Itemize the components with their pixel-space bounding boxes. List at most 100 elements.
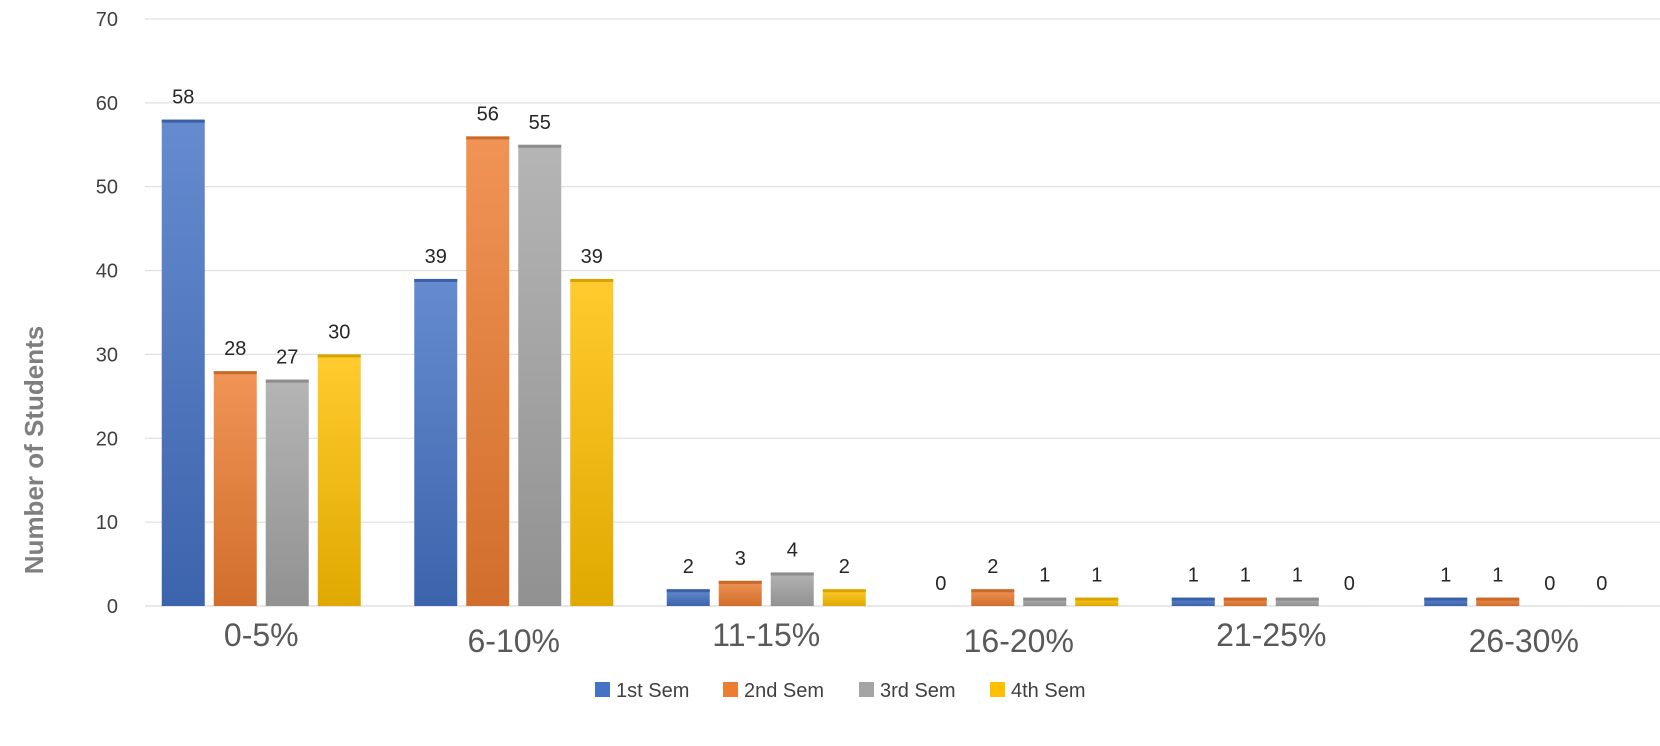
y-tick-label: 10 xyxy=(96,512,118,534)
x-category-label: 11-15% xyxy=(712,617,820,653)
bar-top-edge xyxy=(265,379,309,383)
data-label: 2 xyxy=(987,556,998,578)
bar xyxy=(1424,597,1468,606)
legend-item: 4th Sem xyxy=(990,680,1085,702)
bar-top-edge xyxy=(317,354,361,358)
bar xyxy=(971,589,1015,606)
legend-item: 2nd Sem xyxy=(723,680,824,702)
data-label: 39 xyxy=(581,246,603,268)
data-label: 1 xyxy=(1091,565,1102,587)
bar xyxy=(1223,597,1267,606)
bar xyxy=(1275,597,1319,606)
x-axis-categories: 0-5% 6-10% 11-15% 16-20% 21-25% 26-30% xyxy=(224,617,1579,659)
bar-top-edge xyxy=(1275,597,1319,601)
bar-top-edge xyxy=(971,589,1015,593)
bar xyxy=(770,572,814,606)
data-label: 28 xyxy=(224,338,246,360)
bar-top-edge xyxy=(666,589,710,593)
data-label: 27 xyxy=(276,347,298,369)
x-category-label: 0-5% xyxy=(224,617,299,653)
bar-top-edge xyxy=(822,589,866,593)
y-axis-ticks: 0 10 20 30 40 50 60 70 xyxy=(96,9,118,618)
legend-item: 3rd Sem xyxy=(859,680,956,702)
legend-label: 1st Sem xyxy=(616,680,689,702)
bar-top-edge xyxy=(718,580,762,584)
legend-swatch xyxy=(723,682,738,697)
legend-item: 1st Sem xyxy=(595,680,689,702)
data-label: 4 xyxy=(787,539,798,561)
bar xyxy=(919,605,963,607)
bar xyxy=(1075,597,1119,606)
data-label: 1 xyxy=(1039,565,1050,587)
bar xyxy=(466,136,510,606)
bar xyxy=(1476,597,1520,606)
bar xyxy=(317,354,361,606)
y-tick-label: 20 xyxy=(96,428,118,450)
data-label: 30 xyxy=(328,321,350,343)
bar xyxy=(666,589,710,606)
bar xyxy=(1023,597,1067,606)
y-tick-label: 60 xyxy=(96,93,118,115)
legend-swatch xyxy=(859,682,874,697)
x-category-label: 26-30% xyxy=(1469,623,1579,659)
bar-top-edge xyxy=(161,119,205,123)
data-label: 39 xyxy=(425,246,447,268)
bar-top-edge xyxy=(518,144,562,148)
bar xyxy=(518,144,562,607)
x-category-label: 21-25% xyxy=(1216,617,1326,653)
data-label: 0 xyxy=(1544,573,1555,595)
data-label: 1 xyxy=(1292,565,1303,587)
data-label: 0 xyxy=(1596,573,1607,595)
bar xyxy=(1327,605,1371,607)
bar xyxy=(1580,605,1624,607)
data-label: 2 xyxy=(683,556,694,578)
bar xyxy=(161,119,205,606)
data-label: 0 xyxy=(1344,573,1355,595)
legend-label: 2nd Sem xyxy=(744,680,824,702)
legend-label: 3rd Sem xyxy=(880,680,956,702)
x-category-label: 16-20% xyxy=(964,623,1074,659)
y-tick-label: 30 xyxy=(96,344,118,366)
data-label: 55 xyxy=(529,112,551,134)
bar-top-edge xyxy=(1075,597,1119,601)
data-label: 3 xyxy=(735,548,746,570)
data-label: 1 xyxy=(1240,565,1251,587)
y-tick-label: 40 xyxy=(96,261,118,283)
legend-swatch xyxy=(990,682,1005,697)
bar xyxy=(265,379,309,606)
bar-top-edge xyxy=(1424,597,1468,601)
bar-top-edge xyxy=(1023,597,1067,601)
bar-top-edge xyxy=(1171,597,1215,601)
data-label: 1 xyxy=(1492,565,1503,587)
bar-top-edge xyxy=(1223,597,1267,601)
legend: 1st Sem 2nd Sem 3rd Sem 4th Sem xyxy=(595,680,1085,702)
bar xyxy=(822,589,866,606)
data-label: 2 xyxy=(839,556,850,578)
y-axis-title: Number of Students xyxy=(19,326,49,574)
bar xyxy=(414,278,458,606)
bar-top-edge xyxy=(570,278,614,282)
y-tick-label: 70 xyxy=(96,9,118,31)
bar xyxy=(570,278,614,606)
bars xyxy=(161,119,1624,607)
y-tick-label: 50 xyxy=(96,177,118,199)
bar xyxy=(213,371,257,606)
data-label: 1 xyxy=(1188,565,1199,587)
bar-top-edge xyxy=(414,278,458,282)
bar-top-edge xyxy=(1476,597,1520,601)
bar xyxy=(1171,597,1215,606)
bar xyxy=(1528,605,1572,607)
bar xyxy=(718,580,762,606)
data-label: 1 xyxy=(1440,565,1451,587)
bar-top-edge xyxy=(466,136,510,140)
data-label: 0 xyxy=(935,573,946,595)
bar-top-edge xyxy=(213,371,257,375)
data-label: 58 xyxy=(172,87,194,109)
legend-label: 4th Sem xyxy=(1011,680,1085,702)
x-category-label: 6-10% xyxy=(468,623,561,659)
y-tick-label: 0 xyxy=(107,596,118,618)
data-label: 56 xyxy=(477,103,499,125)
bar-top-edge xyxy=(770,572,814,576)
